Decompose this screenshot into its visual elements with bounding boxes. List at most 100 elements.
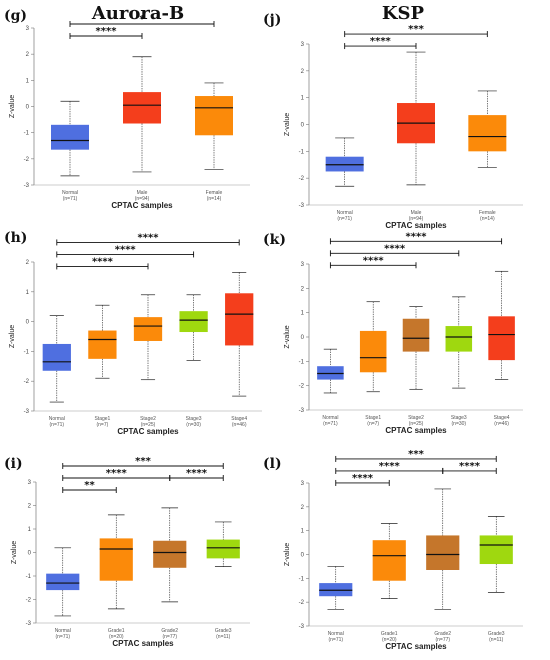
y-tick-label: 3	[301, 481, 305, 487]
y-tick-label: -2	[299, 176, 305, 182]
box-stage1	[88, 304, 117, 379]
box-stage4	[225, 272, 254, 397]
box-iqr	[445, 326, 473, 352]
x-category-label: Grade2	[434, 631, 451, 637]
box-iqr	[42, 343, 71, 371]
box-grade1	[99, 514, 133, 610]
title-ksp: KSP	[382, 3, 425, 24]
box-iqr	[123, 92, 161, 124]
x-category-label: Normal	[337, 210, 353, 216]
significance-bracket: ****	[56, 232, 240, 246]
significance-bracket: ****	[69, 26, 143, 39]
y-tick-label: 1	[26, 290, 30, 296]
box-iqr	[372, 540, 406, 581]
y-tick-label: -3	[24, 409, 30, 415]
x-count-label: (n=71)	[63, 196, 78, 202]
x-count-label: (n=46)	[232, 422, 247, 428]
y-tick-label: 1	[301, 96, 305, 102]
x-count-label: (n=11)	[489, 637, 504, 643]
significance-bracket: *	[69, 14, 215, 27]
significance-stars: ****	[92, 256, 114, 267]
x-count-label: (n=71)	[55, 634, 70, 640]
box-grade1	[372, 523, 406, 599]
x-count-label: (n=71)	[337, 216, 352, 222]
y-tick-label: 2	[26, 52, 30, 58]
box-male	[123, 56, 161, 173]
significance-bracket: ****	[442, 461, 497, 474]
y-tick-label: 1	[301, 529, 305, 535]
significance-stars: ****	[384, 243, 406, 254]
x-axis-title: CPTAC samples	[112, 639, 174, 648]
significance-bracket: ***	[62, 456, 224, 469]
x-category-label: Stage4	[231, 416, 247, 422]
x-category-label: Male	[137, 190, 148, 196]
x-category-label: Stage1	[365, 415, 381, 421]
x-count-label: (n=46)	[494, 421, 509, 427]
y-tick-label: 3	[301, 42, 305, 48]
box-grade3	[206, 521, 240, 567]
significance-bracket: ****	[329, 243, 460, 257]
box-stage2	[133, 294, 163, 381]
box-normal	[46, 547, 80, 617]
significance-bracket: ****	[56, 256, 149, 270]
y-tick-label: -1	[299, 576, 305, 582]
significance-bracket: ****	[335, 473, 390, 486]
x-axis-title: CPTAC samples	[385, 642, 447, 651]
x-category-label: Normal	[322, 415, 338, 421]
box-stage3	[179, 294, 208, 361]
y-tick-label: -3	[26, 621, 32, 627]
y-tick-label: 2	[301, 505, 305, 511]
box-stage2	[402, 306, 430, 390]
x-count-label: (n=7)	[367, 421, 379, 427]
box-iqr	[317, 366, 344, 380]
box-normal	[51, 100, 89, 177]
x-count-label: (n=30)	[452, 421, 467, 427]
y-tick-label: -3	[24, 183, 30, 189]
box-iqr	[46, 573, 80, 591]
significance-bracket: ***	[335, 449, 497, 462]
x-count-label: (n=25)	[141, 422, 156, 428]
panel-label: (h)	[4, 230, 27, 246]
significance-stars: ***	[408, 24, 424, 35]
significance-stars: ****	[406, 231, 428, 242]
y-tick-label: -1	[299, 149, 305, 155]
y-tick-label: 0	[28, 551, 32, 557]
significance-stars: ****	[363, 255, 385, 266]
y-tick-label: 0	[301, 335, 305, 341]
x-category-label: Stage2	[140, 416, 156, 422]
x-count-label: (n=20)	[382, 637, 397, 643]
x-category-label: Normal	[328, 631, 344, 637]
significance-bracket: ****	[169, 468, 224, 481]
y-tick-label: -3	[299, 408, 305, 414]
box-normal	[42, 315, 71, 403]
significance-stars: *	[139, 14, 145, 25]
panel-label: (l)	[263, 456, 282, 472]
y-tick-label: 2	[26, 260, 30, 266]
box-normal	[317, 348, 344, 394]
y-tick-label: 1	[28, 527, 32, 533]
significance-bracket: ****	[56, 244, 195, 258]
y-tick-label: 3	[28, 480, 32, 486]
x-count-label: (n=20)	[109, 634, 124, 640]
x-count-label: (n=11)	[216, 634, 231, 640]
x-count-label: (n=77)	[435, 637, 450, 643]
panel-label: (g)	[4, 8, 27, 24]
significance-bracket: ***	[344, 24, 488, 38]
y-tick-label: 3	[301, 262, 305, 268]
y-tick-label: -2	[299, 600, 305, 606]
box-iqr	[179, 311, 208, 333]
y-tick-label: -2	[299, 384, 305, 390]
box-iqr	[133, 317, 163, 341]
box-grade2	[426, 488, 460, 610]
panel-label: (j)	[263, 12, 281, 28]
x-count-label: (n=94)	[135, 196, 150, 202]
x-category-label: Grade1	[108, 628, 125, 634]
box-iqr	[195, 96, 233, 136]
y-tick-label: 0	[301, 123, 305, 129]
x-category-label: Female	[479, 210, 496, 216]
box-normal	[319, 566, 353, 610]
